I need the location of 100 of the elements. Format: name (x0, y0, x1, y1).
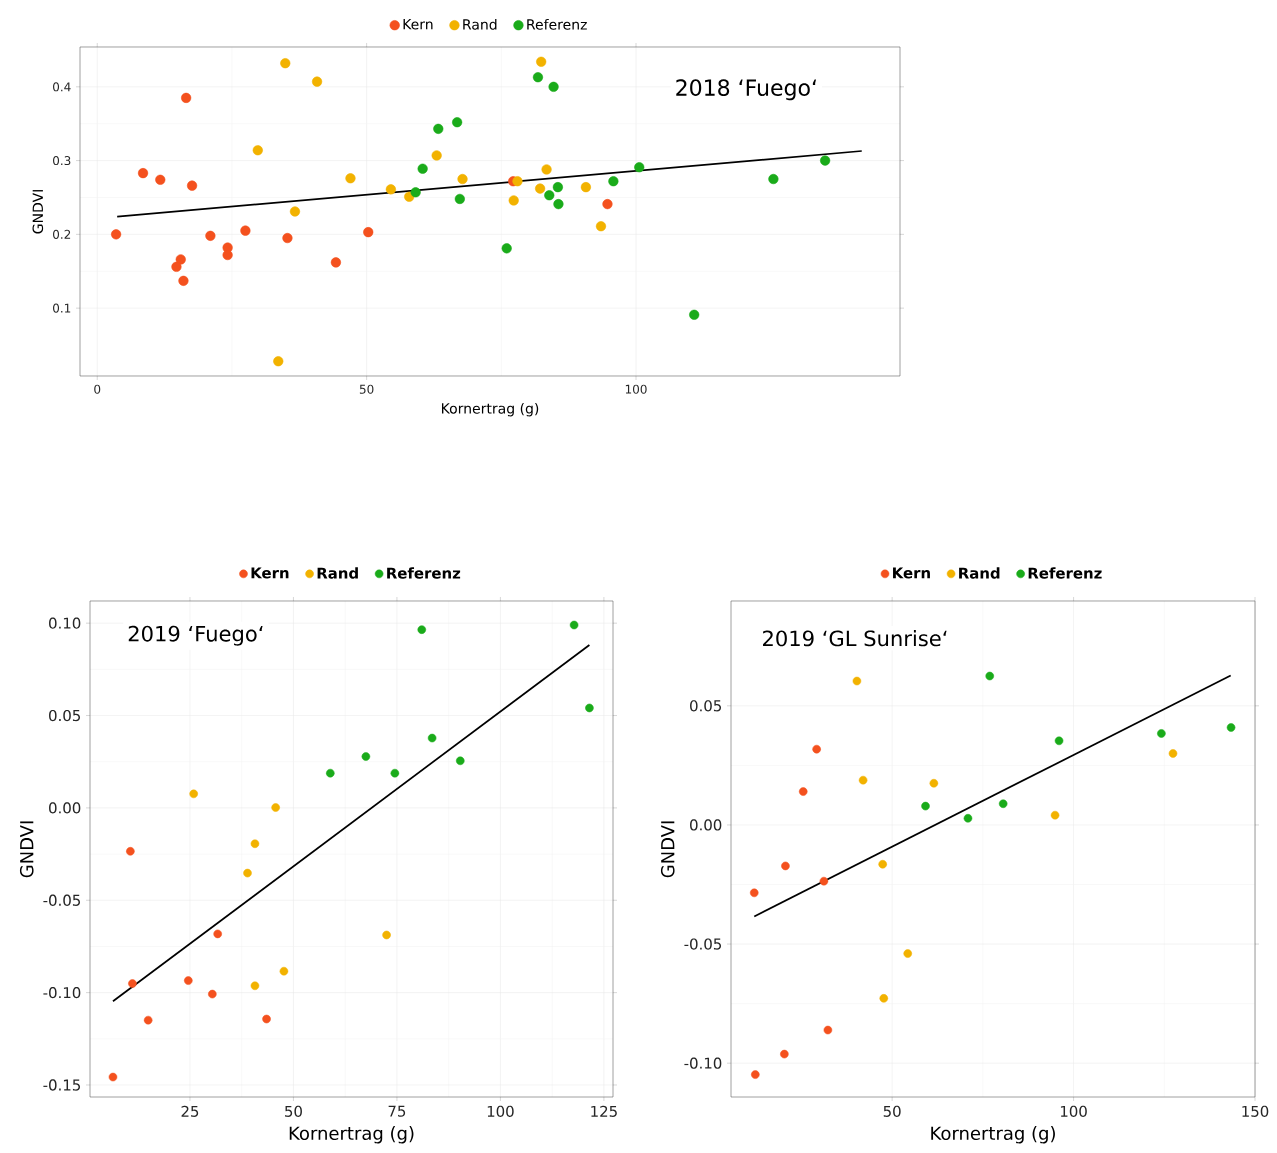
point (879, 994, 889, 1003)
point (963, 814, 973, 823)
point (171, 261, 182, 272)
point (536, 56, 547, 67)
point (548, 81, 559, 92)
y-axis-title: GNDVI (660, 821, 675, 878)
point (456, 756, 465, 766)
point (541, 164, 552, 175)
point (282, 232, 293, 244)
point (544, 190, 555, 201)
point (143, 1015, 153, 1025)
point (921, 801, 930, 811)
point (108, 1072, 118, 1082)
y-tick-label: -0.10 (43, 986, 81, 999)
point (780, 1049, 789, 1059)
point (1050, 810, 1060, 820)
point (155, 174, 166, 185)
point (749, 888, 759, 898)
point (508, 195, 519, 206)
point (1168, 749, 1178, 758)
x-tick-label: 100 (1060, 1105, 1087, 1117)
point (998, 799, 1008, 808)
x-tick-label: 50 (359, 384, 374, 394)
y-tick-label: -0.05 (684, 938, 722, 950)
point (250, 839, 260, 848)
point (126, 847, 135, 856)
x-axis-title: Kornertrag (g) (289, 1126, 414, 1144)
point (417, 163, 428, 174)
point (751, 1070, 760, 1079)
point (1226, 723, 1236, 732)
text: 2019 ‘Fuego‘ (128, 625, 263, 646)
y-tick-label: -0.05 (43, 894, 81, 906)
point (240, 225, 251, 236)
x-tick-label: 25 (181, 1105, 199, 1117)
point (985, 671, 995, 681)
point (608, 176, 619, 187)
point (250, 981, 260, 991)
point (878, 859, 887, 869)
point (812, 744, 821, 754)
point (427, 733, 437, 743)
legend-label: Rand (317, 567, 358, 579)
point (595, 221, 607, 232)
point (390, 768, 400, 778)
point (184, 976, 193, 985)
point (580, 182, 591, 193)
y-axis-title: GNDVI (32, 190, 44, 234)
point (137, 168, 149, 179)
y-tick-label: 0.05 (690, 700, 722, 712)
y-tick-label: 0.10 (49, 617, 81, 629)
text: 2018 ‘Fuego‘ (676, 79, 817, 101)
point (417, 625, 427, 634)
x-axis-title: Kornertrag (g) (931, 1126, 1055, 1144)
point (330, 257, 341, 268)
point (689, 309, 700, 320)
point (128, 979, 137, 988)
x-tick-label: 125 (591, 1105, 617, 1117)
point (552, 182, 563, 193)
y-tick-label: 0.1 (53, 303, 71, 313)
point (602, 199, 613, 210)
point (457, 173, 468, 185)
point (431, 150, 442, 161)
point (289, 206, 301, 217)
point (798, 787, 808, 796)
point (262, 1014, 271, 1024)
point (273, 356, 284, 367)
point (535, 183, 546, 194)
x-tick-label: 50 (285, 1105, 302, 1117)
x-axis-title: Kornertrag (g) (441, 402, 539, 417)
point (178, 275, 189, 286)
point (1157, 729, 1166, 738)
x-tick-label: 100 (487, 1105, 514, 1117)
legend-label: Kern (251, 567, 289, 579)
point (823, 1025, 833, 1035)
legend-label: Kern (403, 19, 433, 30)
point (326, 768, 335, 778)
point (903, 949, 912, 958)
y-tick-label: 0.00 (690, 819, 722, 831)
point (361, 752, 371, 761)
x-tick-label: 75 (388, 1105, 406, 1117)
point (410, 187, 421, 198)
point (852, 676, 862, 686)
y-tick-label: 0.00 (49, 802, 81, 814)
point (452, 117, 463, 128)
y-tick-label: -0.10 (684, 1057, 722, 1069)
x-tick-label: 50 (883, 1105, 901, 1117)
legend-label: Rand (463, 18, 497, 30)
y-tick-label: -0.15 (43, 1079, 81, 1091)
point (187, 180, 198, 191)
point (252, 145, 263, 156)
x-tick-label: 0 (94, 384, 101, 394)
point (454, 193, 465, 205)
point (433, 123, 444, 134)
point (569, 620, 579, 630)
point (929, 778, 939, 788)
point (858, 775, 868, 785)
point (781, 861, 790, 871)
point (271, 803, 280, 812)
point (205, 230, 216, 241)
text: 2019 ‘GL Sunrise‘ (763, 630, 947, 647)
legend-label: Referenz (527, 18, 587, 30)
